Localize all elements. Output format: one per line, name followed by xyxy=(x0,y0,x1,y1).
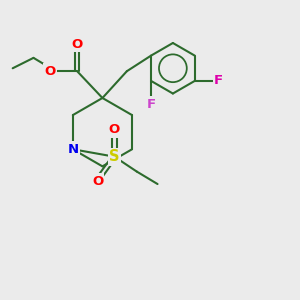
Text: O: O xyxy=(92,175,103,188)
Text: O: O xyxy=(45,65,56,78)
Text: F: F xyxy=(146,98,156,111)
Text: N: N xyxy=(67,143,78,156)
Text: O: O xyxy=(72,38,83,51)
Text: S: S xyxy=(109,149,120,164)
Text: O: O xyxy=(109,123,120,136)
Text: F: F xyxy=(214,74,223,87)
